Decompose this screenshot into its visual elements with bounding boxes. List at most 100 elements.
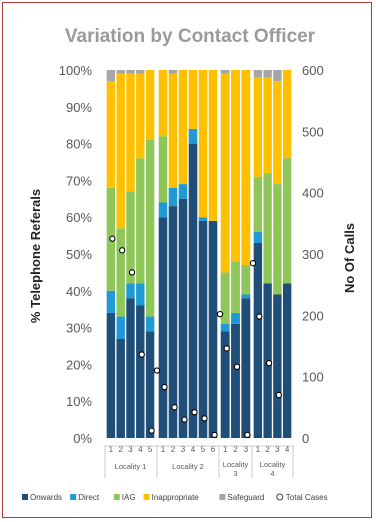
total-cases-point: [138, 351, 145, 358]
bar-segment-inappropriate: [116, 73, 125, 229]
group-label: Locality: [223, 460, 249, 469]
secondary-y-tick-label: 400: [302, 186, 324, 201]
bar-segment-iag: [136, 158, 145, 284]
x-tick-label: 1: [109, 445, 114, 454]
x-tick-label: 2: [265, 445, 270, 454]
bar-segment-iag: [116, 228, 125, 317]
bar-segment-direct: [188, 128, 198, 144]
bar-segment-iag: [145, 139, 155, 317]
total-cases-point: [181, 416, 188, 423]
bar-segment-inappropriate: [145, 70, 155, 140]
bar-segment-direct: [106, 290, 116, 313]
bar-segment-onwards: [168, 206, 178, 438]
x-tick-label: 2: [171, 445, 176, 454]
y-tick-label: 50%: [66, 247, 92, 262]
bar-segment-safeguard: [136, 70, 145, 74]
secondary-y-tick-label: 300: [302, 247, 324, 262]
legend-swatch-safeguard: [219, 494, 226, 500]
x-tick-label: 6: [211, 445, 216, 454]
legend-label: IAG: [122, 493, 136, 502]
bar-segment-onwards: [136, 305, 145, 438]
secondary-y-axis-title: No Of Calls: [342, 223, 357, 293]
bar-segment-iag: [220, 272, 230, 324]
total-cases-point: [148, 427, 155, 434]
y-tick-label: 100%: [59, 63, 93, 78]
total-cases-point: [171, 404, 178, 411]
total-cases-point: [119, 247, 126, 254]
bar-segment-onwards: [282, 283, 292, 438]
y-tick-label: 90%: [66, 100, 92, 115]
x-tick-label: 4: [285, 445, 290, 454]
bar-segment-inappropriate: [126, 73, 135, 192]
bar-segment-safeguard: [273, 70, 282, 82]
bar-segment-safeguard: [126, 70, 135, 74]
x-tick-label: 5: [201, 445, 206, 454]
x-tick-label: 4: [191, 445, 196, 454]
bar-segment-onwards: [208, 220, 218, 438]
y-tick-label: 60%: [66, 210, 92, 225]
secondary-y-tick-label: 600: [302, 63, 324, 78]
bar-segment-iag: [126, 191, 135, 284]
secondary-y-tick-label: 0: [302, 431, 309, 446]
group-label: Locality 2: [172, 462, 204, 471]
y-axis-title: % Telephone Referals: [28, 189, 43, 323]
bar-segment-inappropriate: [282, 70, 292, 159]
bar-segment-iag: [241, 265, 251, 295]
x-tick-label: 3: [275, 445, 280, 454]
total-cases-point: [233, 363, 241, 371]
bar-segment-direct: [168, 187, 178, 207]
legend-label: Safeguard: [227, 493, 264, 502]
y-tick-label: 0%: [73, 431, 92, 446]
bar-segment-onwards: [158, 217, 168, 438]
total-cases-point: [265, 360, 273, 367]
legend-label: Inappropriate: [152, 493, 200, 502]
chart-title: Variation by Contact Officer: [65, 26, 316, 47]
legend-marker-total-cases: [276, 493, 284, 501]
bar-segment-safeguard: [220, 70, 230, 74]
x-tick-label: 3: [128, 445, 133, 454]
bar-segment-direct: [241, 294, 251, 299]
x-tick-label: 1: [223, 445, 228, 454]
group-label: Locality 1: [115, 462, 147, 471]
total-cases-point: [244, 431, 251, 439]
bar-segment-direct: [158, 202, 168, 218]
bar-segment-onwards: [220, 331, 230, 438]
bar-area: [106, 70, 292, 438]
legend-swatch-onwards: [22, 494, 28, 500]
total-cases-point: [256, 313, 263, 320]
y-tick-label: 20%: [66, 357, 92, 372]
bar-segment-inappropriate: [198, 70, 208, 218]
group-label: 3: [233, 469, 237, 478]
bar-segment-direct: [220, 323, 230, 332]
y-tick-label: 70%: [66, 173, 92, 188]
y-axis: 0% 10% 20% 30% 40% 50% 60% 70% 80% 90% 100%: [59, 63, 93, 446]
bar-segment-onwards: [116, 338, 125, 438]
bar-segment-inappropriate: [158, 70, 168, 137]
bar-segment-inappropriate: [178, 70, 188, 185]
group-label: 4: [270, 469, 274, 478]
bar-segment-inappropriate: [168, 73, 178, 188]
bar-segment-onwards: [178, 198, 188, 438]
bar-segment-inappropriate: [188, 70, 198, 129]
bar-segment-onwards: [126, 298, 135, 438]
group-label: Locality: [260, 460, 286, 469]
y-tick-label: 80%: [66, 137, 92, 152]
total-cases-point: [216, 310, 224, 318]
secondary-y-axis: 0 100 200 300 400 500 600: [302, 63, 324, 446]
bar-segment-iag: [253, 176, 263, 232]
legend-swatch-iag: [113, 494, 120, 500]
bar-segment-direct: [136, 283, 145, 306]
legend-swatch-inappropriate: [143, 494, 150, 500]
bar-segment-onwards: [198, 220, 208, 438]
total-cases-point: [211, 431, 218, 439]
bar-segment-safeguard: [106, 70, 116, 82]
x-tick-label: 3: [244, 445, 249, 454]
bar-segment-iag: [231, 261, 240, 313]
secondary-y-tick-label: 200: [302, 308, 324, 323]
legend-label: Total Cases: [286, 493, 328, 502]
total-cases-point: [128, 269, 136, 276]
total-cases-point: [275, 391, 282, 399]
bar-segment-onwards: [188, 143, 198, 438]
